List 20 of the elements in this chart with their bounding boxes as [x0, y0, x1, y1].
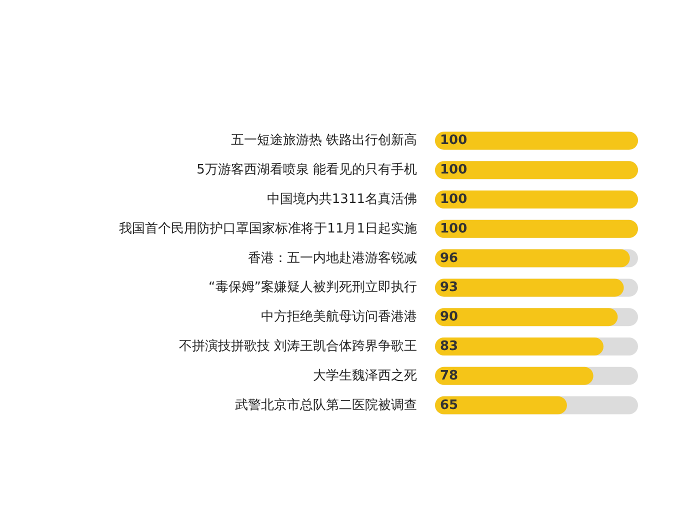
data-label: 100 — [440, 133, 468, 148]
y-tick-label: 大学生魏泽西之死 — [313, 368, 417, 384]
y-tick-label: “毒保姆”案嫌疑人被判死刑立即执行 — [208, 279, 417, 296]
y-tick-label: 中国境内共1311名真活佛 — [266, 191, 417, 207]
data-label: 96 — [440, 250, 458, 266]
data-label: 78 — [440, 368, 458, 384]
y-tick-label: 不拼演技拼歌技 刘涛王凯合体跨界争歌王 — [178, 339, 417, 354]
data-label: 93 — [440, 280, 458, 296]
data-label: 100 — [440, 162, 468, 178]
data-label: 100 — [440, 192, 468, 207]
data-label: 90 — [440, 310, 458, 325]
y-tick-label: 中方拒绝美航母访问香港港 — [261, 308, 417, 325]
y-tick-label: 香港：五一内地赴港游客锐减 — [248, 250, 417, 266]
y-tick-label: 我国首个民用防护口罩国家标准将于11月1日起实施 — [119, 220, 417, 236]
data-label: 65 — [440, 398, 458, 413]
data-label: 83 — [440, 339, 458, 354]
data-label: 100 — [440, 221, 468, 236]
y-tick-label: 武警北京市总队第二医院被调查 — [235, 398, 417, 413]
y-tick-label: 5万游客西湖看喷泉 能看见的只有手机 — [196, 162, 417, 178]
y-tick-label: 五一短途旅游热 铁路出行创新高 — [230, 132, 417, 148]
